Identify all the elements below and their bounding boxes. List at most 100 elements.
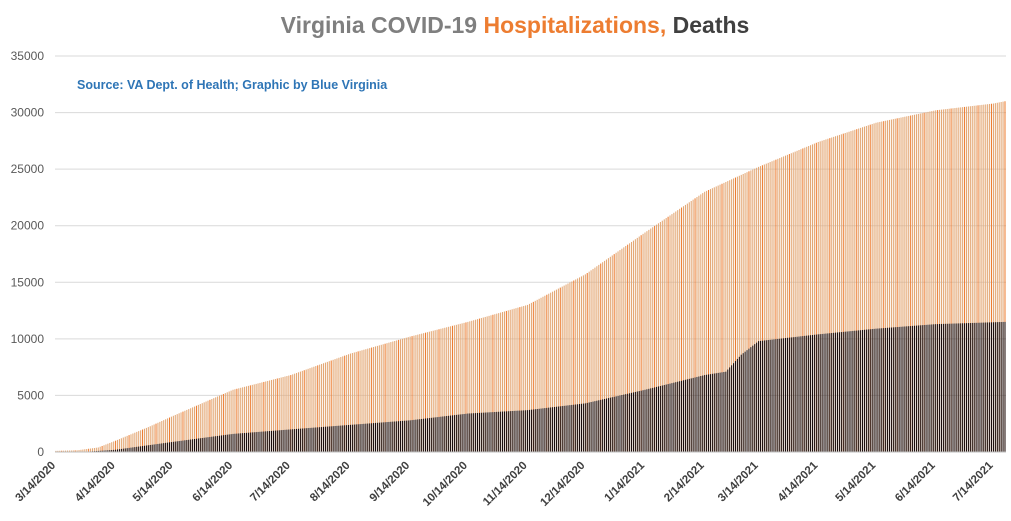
hospitalizations-bar <box>486 316 488 452</box>
deaths-bar <box>309 427 311 452</box>
deaths-bar <box>401 420 403 452</box>
deaths-bar <box>457 414 459 452</box>
hospitalizations-bar <box>494 314 496 452</box>
deaths-bar <box>783 338 785 452</box>
deaths-bar <box>357 424 359 452</box>
hospitalizations-bar <box>523 306 525 452</box>
hospitalizations-bar <box>652 227 654 452</box>
hospitalizations-bar <box>777 158 779 452</box>
hospitalizations-bar <box>731 179 733 452</box>
hospitalizations-bar <box>869 124 871 453</box>
hospitalizations-bar <box>70 450 72 452</box>
deaths-bar <box>151 444 153 452</box>
deaths-bar <box>659 385 661 452</box>
deaths-bar <box>378 422 380 452</box>
hospitalizations-bar <box>607 258 609 452</box>
hospitalizations-bar <box>592 268 594 452</box>
deaths-bar <box>802 336 804 452</box>
deaths-bar <box>346 425 348 452</box>
deaths-bar <box>261 431 263 452</box>
deaths-bar <box>615 396 617 452</box>
hospitalizations-bar <box>290 375 292 452</box>
hospitalizations-bar <box>84 449 86 452</box>
hospitalizations-bar <box>267 380 269 452</box>
hospitalizations-bar <box>165 419 167 452</box>
hospitalizations-bar <box>294 373 296 452</box>
deaths-bar <box>804 335 806 452</box>
hospitalizations-bar <box>359 350 361 452</box>
hospitalizations-bar <box>357 351 359 452</box>
hospitalizations-bar <box>428 331 430 452</box>
deaths-bar <box>511 411 513 452</box>
hospitalizations-bar <box>490 315 492 452</box>
deaths-bar <box>677 381 679 452</box>
deaths-bar <box>846 331 848 452</box>
hospitalizations-bar <box>954 108 956 453</box>
hospitalizations-bar <box>761 165 763 452</box>
deaths-bar <box>738 356 740 452</box>
hospitalizations-bar <box>338 357 340 452</box>
hospitalizations-bar <box>779 158 781 453</box>
deaths-bar <box>625 394 627 452</box>
deaths-bar <box>274 430 276 452</box>
hospitalizations-bar <box>269 380 271 452</box>
deaths-bar <box>894 327 896 452</box>
hospitalizations-bar <box>484 316 486 452</box>
deaths-bar <box>623 394 625 452</box>
deaths-bar <box>421 418 423 452</box>
deaths-bar <box>113 449 115 452</box>
hospitalizations-bar <box>944 109 946 453</box>
hospitalizations-bar <box>172 415 174 452</box>
hospitalizations-bar <box>353 352 355 452</box>
deaths-bar <box>332 426 334 452</box>
hospitalizations-bar <box>798 150 800 452</box>
deaths-bar <box>236 433 238 452</box>
hospitalizations-bar <box>994 103 996 452</box>
chart-title: Virginia COVID-19 Hospitalizations, Deat… <box>281 12 750 38</box>
deaths-bar <box>717 372 719 452</box>
deaths-series <box>57 321 1006 452</box>
deaths-bar <box>355 424 357 452</box>
hospitalizations-bar <box>927 111 929 452</box>
deaths-bar <box>788 337 790 452</box>
deaths-bar <box>519 410 521 452</box>
deaths-bar <box>463 413 465 452</box>
hospitalizations-bar <box>540 297 542 452</box>
hospitalizations-bar <box>919 113 921 453</box>
deaths-bar <box>409 420 411 452</box>
deaths-bar <box>942 323 944 452</box>
deaths-bar <box>765 340 767 452</box>
hospitalizations-bar <box>865 125 867 453</box>
hospitalizations-bar <box>634 239 636 452</box>
hospitalizations-bar <box>550 292 552 452</box>
title-part-virginia: Virginia COVID-19 <box>281 12 484 38</box>
deaths-bar <box>398 421 400 452</box>
hospitalizations-bar <box>425 332 427 452</box>
deaths-bar <box>729 367 731 452</box>
deaths-bar <box>754 344 756 452</box>
hospitalizations-bar <box>848 131 850 453</box>
deaths-bar <box>840 332 842 452</box>
hospitalizations-bar <box>736 176 738 452</box>
hospitalizations-bar <box>315 366 317 452</box>
deaths-bar <box>723 371 725 452</box>
hospitalizations-bar <box>989 103 991 452</box>
deaths-bar <box>682 380 685 452</box>
deaths-bar <box>867 329 869 452</box>
hospitalizations-bar <box>810 145 812 452</box>
deaths-bar <box>159 443 161 452</box>
hospitalizations-bar <box>242 387 244 452</box>
hospitalizations-bar <box>617 251 619 452</box>
deaths-bar <box>101 450 103 452</box>
deaths-bar <box>371 423 373 452</box>
hospitalizations-bar <box>756 167 758 452</box>
hospitalizations-bar <box>842 133 844 452</box>
hospitalizations-bar <box>815 142 817 453</box>
hospitalizations-bar <box>313 366 315 452</box>
deaths-bar <box>351 424 353 452</box>
deaths-bar <box>168 442 171 452</box>
hospitalizations-bar <box>430 331 432 452</box>
deaths-bar <box>838 332 840 452</box>
deaths-bar <box>353 424 355 452</box>
